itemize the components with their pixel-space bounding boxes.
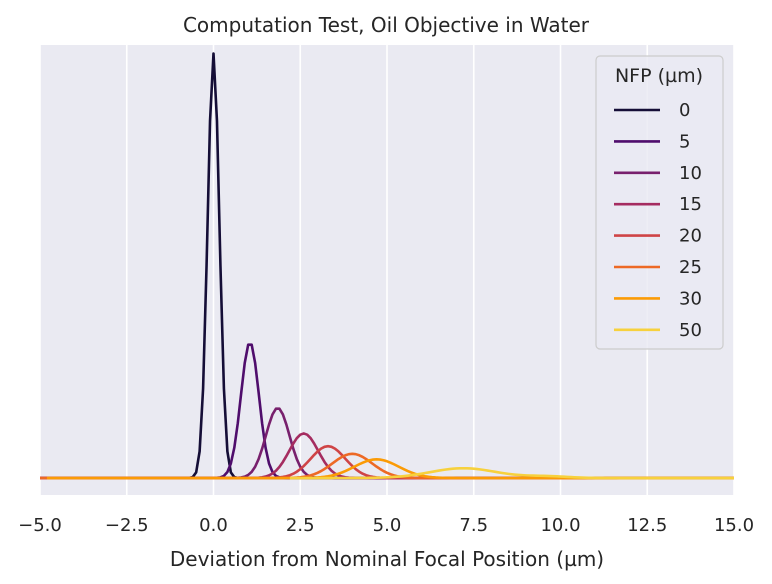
legend-label: 20	[679, 226, 702, 247]
legend-label: 50	[679, 320, 702, 341]
x-tick-label: 12.5	[627, 515, 667, 536]
legend-items: 0 5 10 15 20 25 30 50	[614, 100, 702, 341]
legend-item: 15	[614, 194, 702, 215]
legend: NFP (µm) 0 5 10 15 20 25 30 50	[595, 55, 724, 350]
legend-title: NFP (µm)	[615, 65, 703, 87]
curves	[40, 52, 734, 480]
chart-title: Computation Test, Oil Objective in Water	[183, 13, 590, 37]
legend-item: 5	[614, 131, 690, 152]
x-tick-label: −2.5	[105, 515, 149, 536]
x-tick-label: −5.0	[18, 515, 62, 536]
x-tick-labels: −5.0 −2.5 0.0 2.5 5.0 7.5 10.0 12.5 15.0	[18, 515, 754, 536]
legend-item: 30	[614, 288, 702, 309]
legend-label: 30	[679, 288, 702, 309]
x-tick-label: 10.0	[540, 515, 580, 536]
series-line-50	[289, 466, 734, 480]
x-tick-label: 15.0	[714, 515, 754, 536]
legend-label: 25	[679, 257, 702, 278]
legend-label: 0	[679, 100, 690, 121]
legend-label: 10	[679, 163, 702, 184]
x-tick-label: 5.0	[373, 515, 402, 536]
legend-item: 0	[614, 100, 690, 121]
legend-item: 25	[614, 257, 702, 278]
legend-item: 50	[614, 320, 702, 341]
x-tick-label: 0.0	[199, 515, 228, 536]
x-tick-label: 2.5	[286, 515, 315, 536]
legend-label: 5	[679, 131, 690, 152]
legend-item: 10	[614, 163, 702, 184]
x-tick-label: 7.5	[459, 515, 488, 536]
legend-box	[595, 55, 724, 350]
x-axis-label: Deviation from Nominal Focal Position (µ…	[170, 547, 604, 571]
legend-label: 15	[679, 194, 702, 215]
legend-item: 20	[614, 226, 702, 247]
